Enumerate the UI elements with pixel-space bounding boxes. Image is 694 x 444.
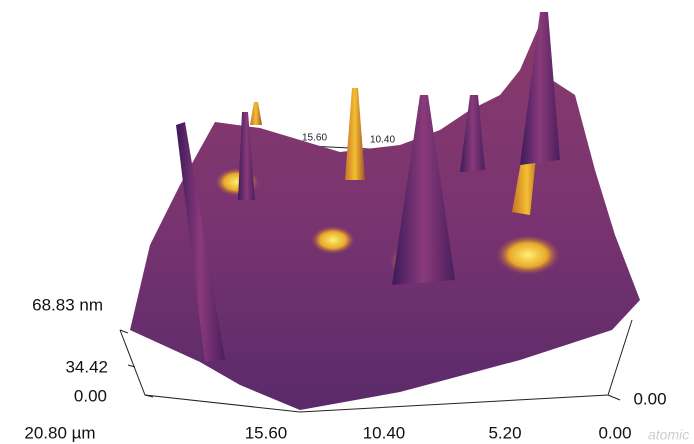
spike [176,122,225,362]
spike [345,88,365,180]
grain-patch [496,235,560,275]
back-tick-label: 10.40 [370,135,395,146]
back-tick-label: 15.60 [302,133,327,144]
z-tick-label: 68.83 nm [32,295,103,314]
watermark: atomic [648,427,689,443]
x-tick-label: 15.60 [245,423,288,442]
spike [460,95,485,172]
x-tick-label: 5.20 [488,423,521,442]
x-tick-label: 20.80 µm [24,423,95,442]
spike [250,102,262,125]
z-tick-label: 34.42 [65,357,108,376]
x-tick-label: 0.00 [598,423,631,442]
x-tick-label: 10.40 [363,423,406,442]
y-tick-label: 0.00 [633,389,666,408]
grain-patch [311,226,355,254]
surface [130,12,640,410]
spike [520,12,560,165]
spike [392,95,455,285]
z-tick-label: 0.00 [74,386,107,405]
spike [238,112,255,200]
axes [119,319,633,413]
